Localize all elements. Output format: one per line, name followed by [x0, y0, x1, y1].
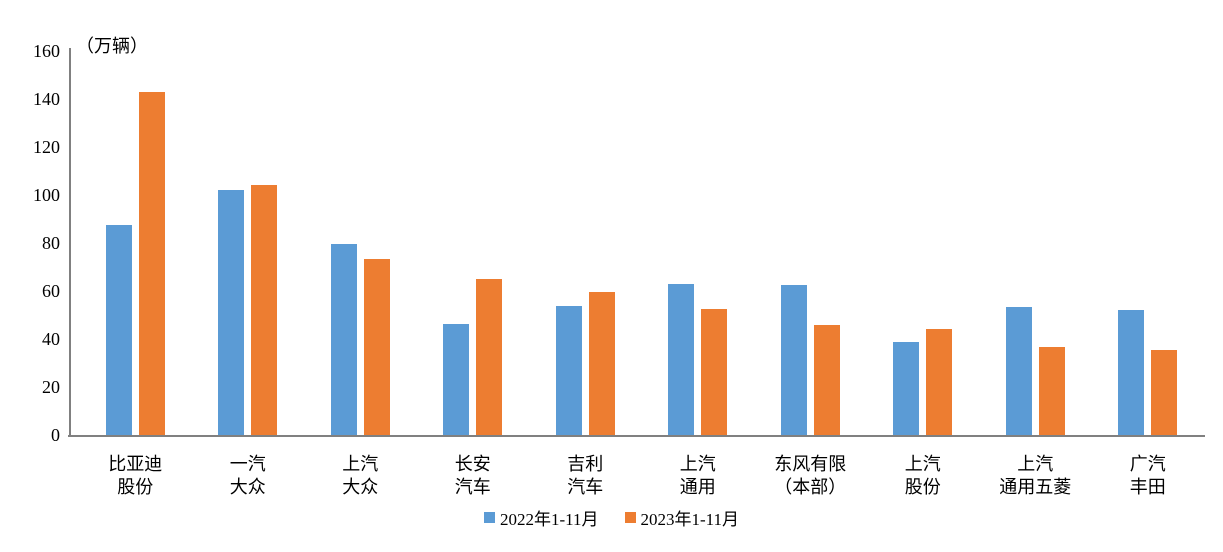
legend-swatch-icon: [624, 512, 636, 523]
x-category-label: 长安 汽车: [454, 454, 491, 497]
bar-series-1: [668, 283, 695, 435]
x-category-label: 上汽 大众: [342, 454, 379, 497]
y-tick-label: 100: [33, 185, 60, 205]
bar-series-2: [926, 329, 953, 435]
bar-group: [304, 51, 417, 435]
x-category-label: 一汽 大众: [229, 454, 266, 497]
bar-series-2: [1151, 350, 1178, 435]
bar-group: [642, 51, 755, 435]
bar-series-1: [893, 341, 920, 435]
bar-series-1: [555, 306, 582, 435]
y-axis-unit-label: （万辆）: [76, 36, 148, 56]
bar-series-2: [476, 279, 503, 435]
x-category-label: 广汽 丰田: [1129, 454, 1166, 497]
x-category-label: 吉利 汽车: [567, 454, 604, 497]
bar-series-2: [588, 292, 615, 435]
bar-group: [979, 51, 1092, 435]
x-category-label: 上汽 通用五菱: [999, 454, 1072, 497]
bar-group: [417, 51, 530, 435]
legend: 2022年1-11月 2023年1-11月: [0, 505, 1223, 530]
bar-series-1: [105, 225, 132, 435]
bar-series-1: [1118, 310, 1145, 435]
bar-series-2: [251, 184, 278, 435]
x-axis-line: [68, 435, 1205, 437]
bar-series-2: [1038, 346, 1065, 435]
bar-series-2: [813, 325, 840, 435]
bar-series-1: [218, 190, 245, 435]
x-category-label: 比亚迪 股份: [108, 454, 163, 497]
legend-item-2: 2023年1-11月: [624, 505, 740, 530]
bar-group: [79, 51, 192, 435]
bar-series-2: [701, 309, 728, 435]
bar-group: [754, 51, 867, 435]
bar-series-1: [443, 323, 470, 435]
y-tick-label: 160: [33, 41, 60, 61]
y-tick-label: 140: [33, 89, 60, 109]
bar-series-1: [330, 244, 357, 435]
bar-group: [867, 51, 980, 435]
bar-series-1: [780, 285, 807, 435]
x-axis-category-labels: 比亚迪 股份 一汽 大众 上汽 大众 长安 汽车 吉利 汽车 上汽 通用 东风有限 （本部）…: [79, 453, 1204, 499]
legend-swatch-icon: [483, 512, 495, 523]
y-tick-label: 80: [42, 233, 60, 253]
bar-series-2: [138, 92, 165, 435]
y-tick-label: 0: [51, 425, 60, 445]
bar-group: [1092, 51, 1205, 435]
y-axis-line: [69, 48, 71, 437]
legend-item-1: 2022年1-11月: [483, 505, 599, 530]
y-tick-label: 60: [42, 281, 60, 301]
bar-series-1: [1005, 307, 1032, 435]
x-category-label: 上汽 通用: [679, 454, 716, 497]
bar-group: [192, 51, 305, 435]
plot-area: [79, 51, 1204, 435]
x-category-label: 东风有限 （本部）: [774, 454, 847, 497]
y-tick-label: 120: [33, 137, 60, 157]
y-tick-label: 40: [42, 329, 60, 349]
legend-label: 2022年1-11月: [499, 510, 599, 529]
bar-group: [529, 51, 642, 435]
x-category-label: 上汽 股份: [904, 454, 941, 497]
bar-series-2: [363, 258, 390, 435]
y-tick-label: 20: [42, 377, 60, 397]
legend-label: 2023年1-11月: [640, 510, 740, 529]
